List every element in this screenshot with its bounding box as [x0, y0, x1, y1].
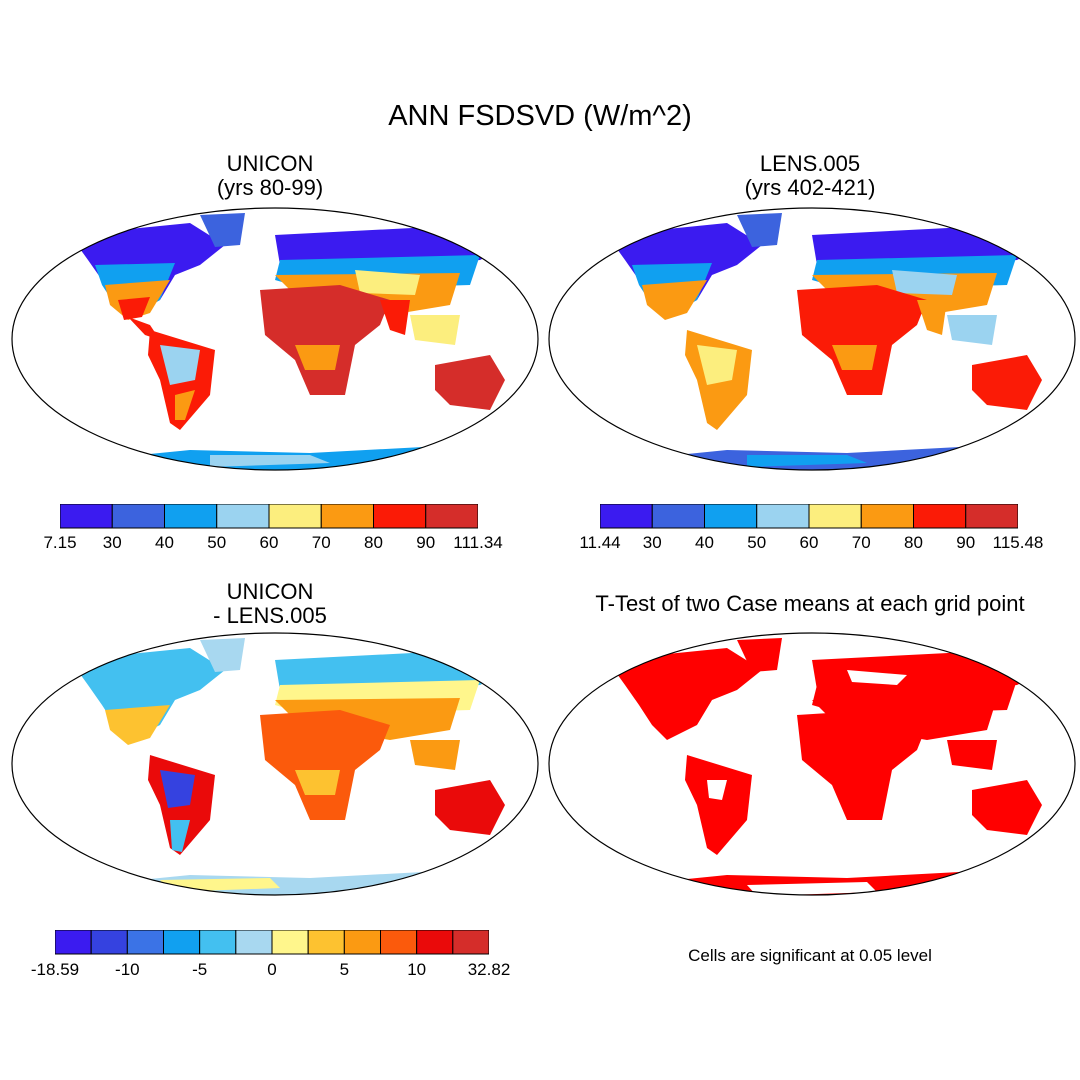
- colorbar-tick-label: 7.15: [43, 533, 77, 552]
- colorbar-swatch: [90, 930, 128, 955]
- colorbar-lens: [600, 504, 1018, 529]
- colorbar-tick-label: 90: [416, 533, 436, 552]
- colorbar-swatch: [126, 930, 165, 955]
- colorbar-swatch: [164, 504, 218, 529]
- colorbar-swatch: [235, 930, 273, 955]
- significance-note: Cells are significant at 0.05 level: [688, 946, 932, 965]
- colorbar-swatch: [268, 504, 322, 529]
- colorbar-swatch: [913, 504, 967, 529]
- colorbar-tick-label: 30: [642, 533, 662, 552]
- colorbar-tick-label: 70: [311, 533, 331, 552]
- colorbar-tick-label: 70: [851, 533, 871, 552]
- colorbar-swatch: [343, 930, 382, 955]
- colorbar-tick-label: 111.34: [453, 533, 503, 552]
- colorbar-swatch: [860, 504, 914, 529]
- colorbar-tick-label: -18.59: [30, 960, 80, 979]
- colorbar-swatch: [416, 930, 454, 955]
- map-unicon: [11, 207, 539, 471]
- colorbar-swatch: [651, 504, 705, 529]
- panel-title-lens: LENS.005 (yrs 402-421): [610, 152, 1010, 200]
- colorbar-tick-label: 90: [956, 533, 976, 552]
- panel-title-line2: (yrs 402-421): [744, 175, 876, 200]
- panel-title-line1: UNICON: [226, 579, 314, 604]
- panel-title-difference: UNICON - LENS.005: [70, 580, 470, 628]
- colorbar-tick-label: 40: [695, 533, 714, 552]
- colorbar-swatch: [163, 930, 201, 955]
- colorbar-swatch: [452, 930, 489, 955]
- colorbar-swatch: [965, 504, 1018, 529]
- colorbar-tick-label: 115.48: [992, 533, 1044, 552]
- panel-title-line2: (yrs 80-99): [216, 175, 324, 200]
- colorbar-swatch: [199, 930, 237, 955]
- colorbar-swatch: [320, 504, 374, 529]
- panel-title-unicon: UNICON (yrs 80-99): [70, 152, 470, 200]
- panel-title-line1: UNICON: [226, 151, 314, 176]
- colorbar-swatch: [808, 504, 862, 529]
- colorbar-tick-label: -10: [115, 960, 140, 979]
- colorbar-labels-lens: 11.44 30 40 50 60 70 80 90 115.48: [579, 533, 1043, 553]
- colorbar-tick-label: 60: [799, 533, 819, 552]
- map-lens: [548, 207, 1076, 471]
- colorbar-swatch: [216, 504, 270, 529]
- colorbar-swatch: [60, 504, 113, 529]
- panel-title-line2: - LENS.005: [213, 603, 327, 628]
- colorbar-labels-unicon: 7.15 30 40 50 60 70 80 90 111.34: [43, 533, 502, 553]
- colorbar-unicon: [60, 504, 478, 529]
- colorbar-tick-label: 80: [904, 533, 923, 552]
- panel-title-ttest: T-Test of two Case means at each grid po…: [595, 591, 1025, 616]
- colorbar-swatch: [307, 930, 345, 955]
- map-ttest: [548, 632, 1076, 896]
- colorbar-swatch: [704, 504, 758, 529]
- colorbar-swatch: [380, 930, 418, 955]
- colorbar-tick-label: 50: [207, 533, 227, 552]
- colorbar-tick-label: 30: [102, 533, 122, 552]
- colorbar-tick-label: 40: [155, 533, 174, 552]
- colorbar-tick-label: 32.82: [467, 960, 511, 979]
- colorbar-tick-label: 0: [267, 960, 277, 979]
- colorbar-swatch: [111, 504, 165, 529]
- colorbar-swatch: [425, 504, 478, 529]
- colorbar-tick-label: -5: [192, 960, 208, 979]
- colorbar-swatch: [271, 930, 309, 955]
- colorbar-tick-label: 60: [259, 533, 279, 552]
- colorbar-swatch: [55, 930, 92, 955]
- colorbar-tick-label: 80: [364, 533, 383, 552]
- colorbar-swatch: [756, 504, 810, 529]
- colorbar-tick-label: 11.44: [579, 533, 621, 552]
- colorbar-labels-difference: -18.59 -10 -5 0 5 10 32.82: [31, 960, 510, 980]
- figure-title: ANN FSDSVD (W/m^2): [388, 100, 692, 132]
- colorbar-tick-label: 50: [747, 533, 767, 552]
- map-difference: [11, 632, 539, 896]
- colorbar-swatch: [600, 504, 653, 529]
- colorbar-tick-label: 5: [339, 960, 350, 979]
- colorbar-tick-label: 10: [407, 960, 427, 979]
- colorbar-difference: [55, 930, 489, 955]
- colorbar-swatch: [373, 504, 427, 529]
- panel-title-line1: LENS.005: [759, 151, 861, 176]
